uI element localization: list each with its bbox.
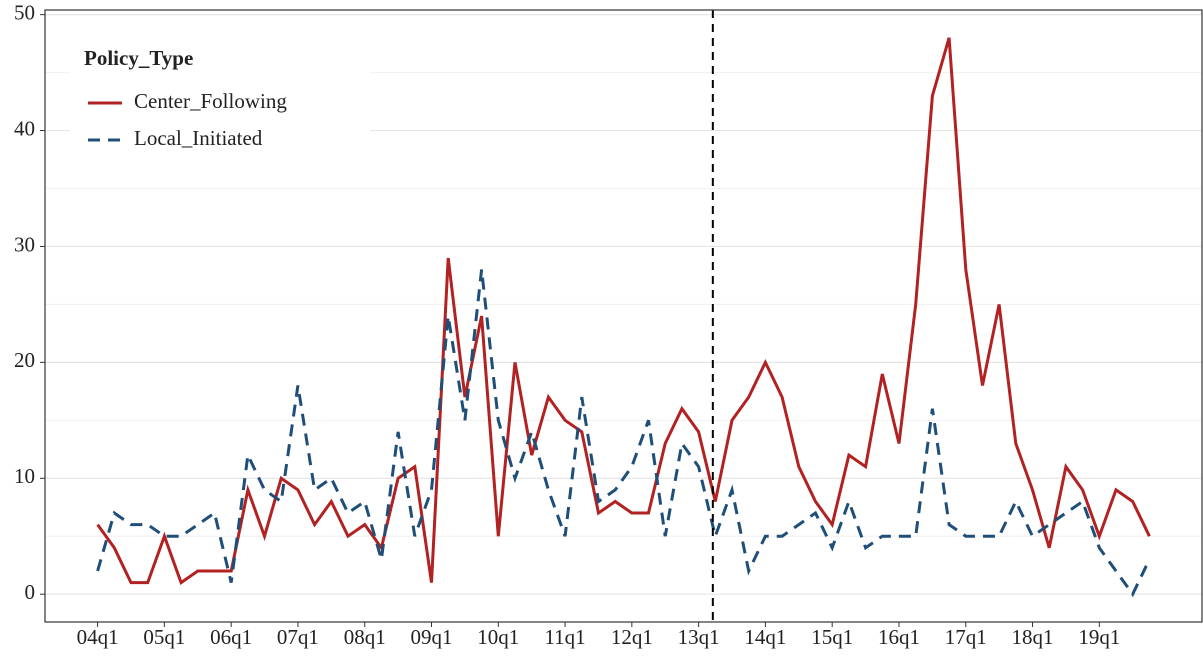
y-tick-label: 10 <box>14 464 35 488</box>
x-tick-label: 12q1 <box>611 625 653 649</box>
panel-border <box>44 9 1203 623</box>
legend-box <box>70 30 370 160</box>
x-tick-label: 15q1 <box>811 625 853 649</box>
x-tick-label: 14q1 <box>744 625 786 649</box>
y-tick-label: 0 <box>25 580 36 604</box>
legend-label: Center_Following <box>134 89 287 113</box>
x-tick-label: 19q1 <box>1078 625 1120 649</box>
x-tick-label: 04q1 <box>77 625 119 649</box>
x-tick-label: 13q1 <box>678 625 720 649</box>
x-tick-label: 09q1 <box>411 625 453 649</box>
y-tick-label: 30 <box>14 232 35 256</box>
x-tick-label: 06q1 <box>210 625 252 649</box>
y-tick-label: 20 <box>14 348 35 372</box>
legend-label: Local_Initiated <box>134 126 263 150</box>
x-tick-label: 05q1 <box>143 625 185 649</box>
x-tick-label: 16q1 <box>878 625 920 649</box>
y-tick-label: 40 <box>14 116 35 140</box>
x-tick-label: 08q1 <box>344 625 386 649</box>
x-tick-label: 07q1 <box>277 625 319 649</box>
legend-title: Policy_Type <box>84 46 193 70</box>
x-tick-label: 10q1 <box>477 625 519 649</box>
x-tick-label: 11q1 <box>544 625 585 649</box>
data-line <box>96 269 1151 598</box>
data-line <box>96 37 1151 585</box>
x-tick-label: 17q1 <box>945 625 987 649</box>
y-tick-label: 50 <box>14 0 35 24</box>
x-tick-label: 18q1 <box>1012 625 1054 649</box>
